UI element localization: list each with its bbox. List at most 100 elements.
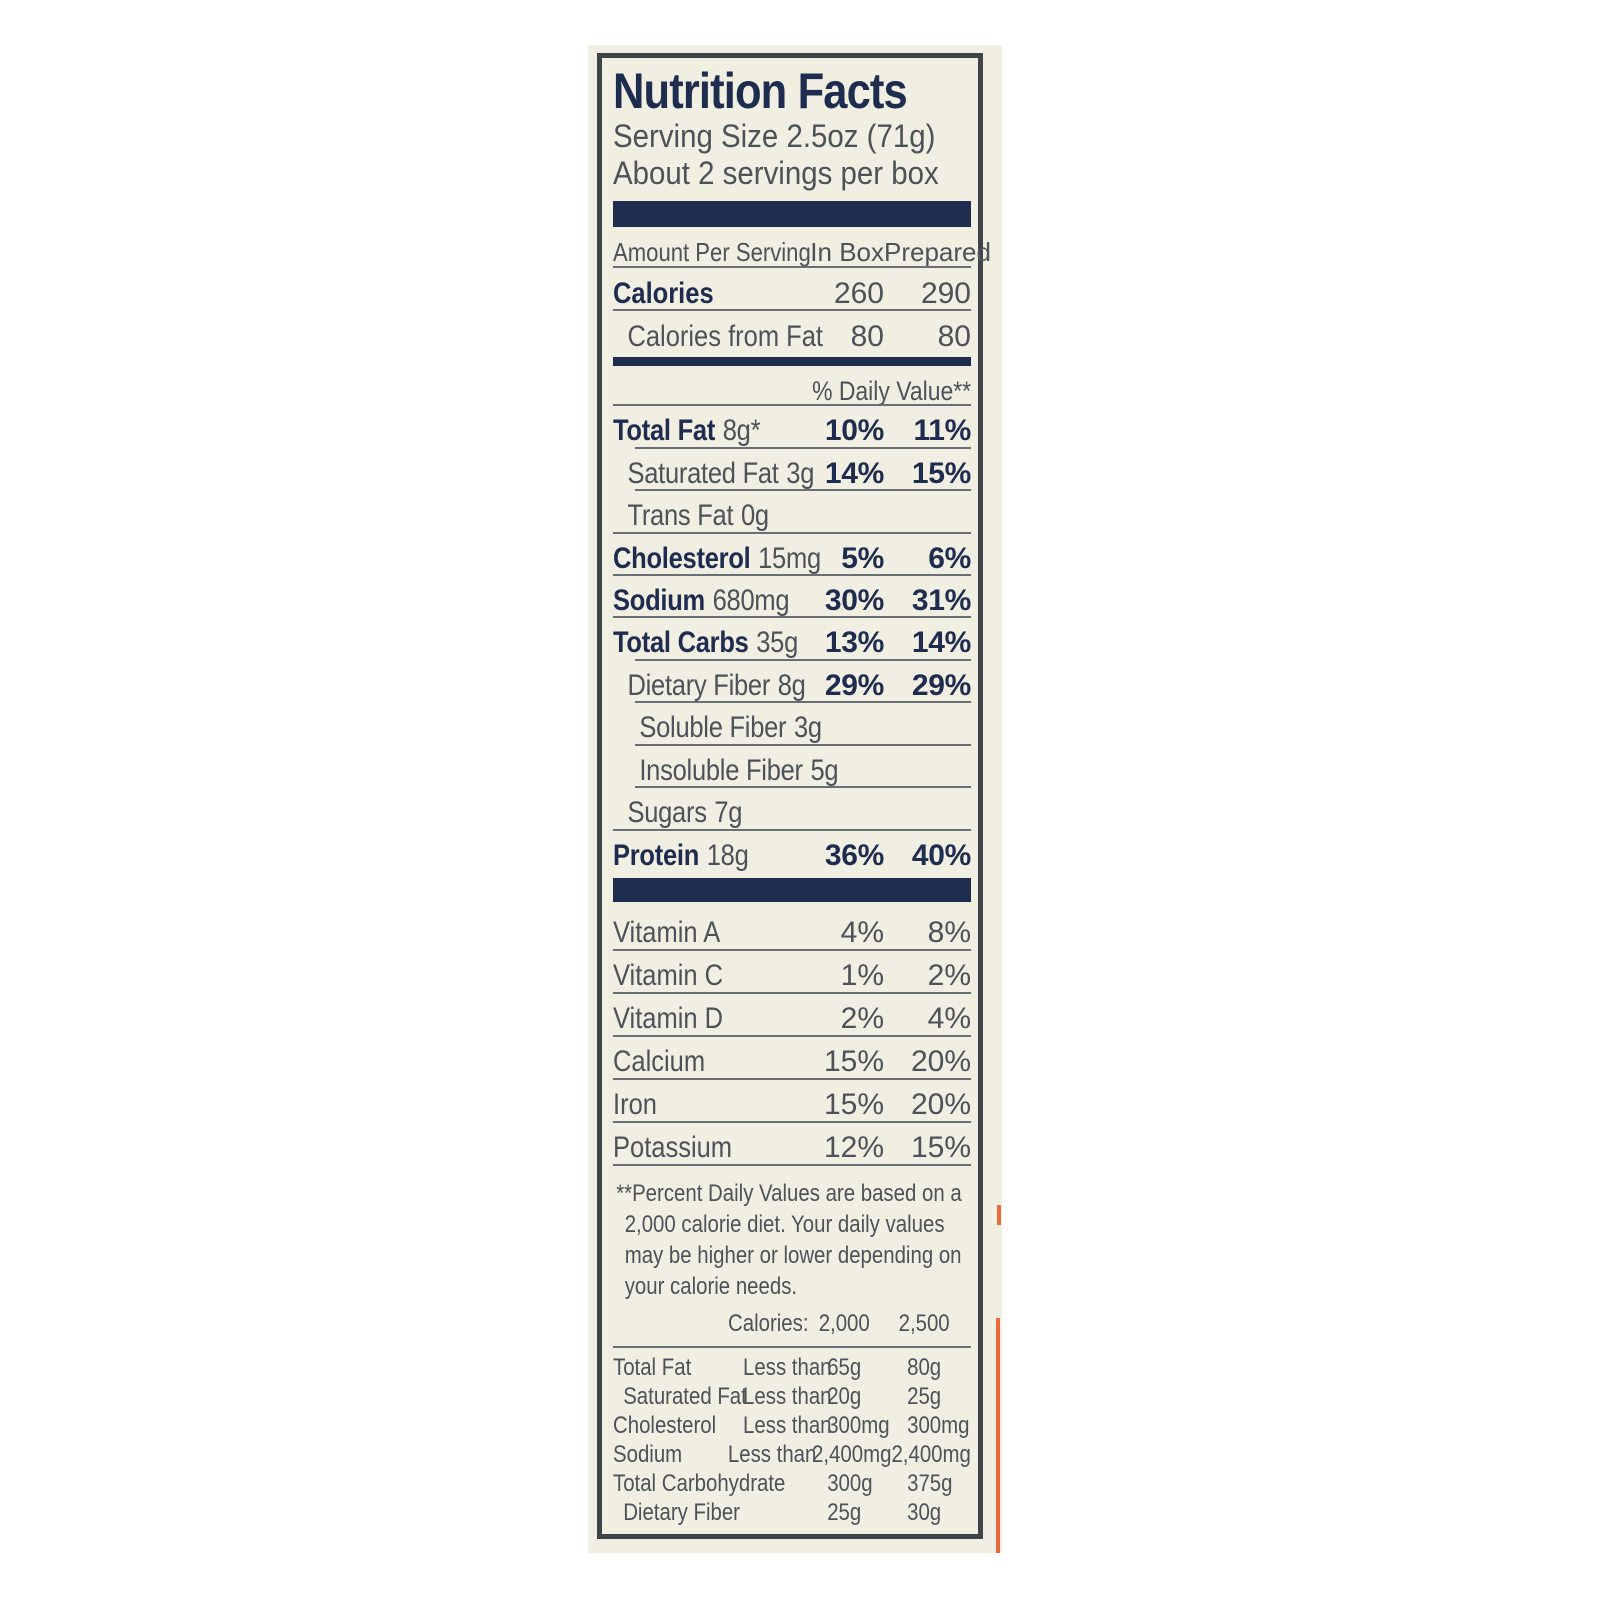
inbox-value: 1% [840, 959, 884, 992]
prepared-value: 4% [927, 1002, 971, 1035]
nutrient-amount: 8g* [722, 414, 761, 448]
vitamin-name: Potassium [613, 1131, 733, 1164]
nutrient-name: Dietary Fiber [627, 668, 771, 702]
nutrient-name: Saturated Fat [627, 456, 779, 490]
calories-prepared-value: 290 [920, 276, 971, 310]
inbox-value: 13% [824, 626, 884, 660]
ref-row-total-carbohydrate: Total Carbohydrate 300g 375g [613, 1470, 971, 1499]
nutrient-name: Soluble Fiber [639, 711, 787, 745]
row-iron: Iron 15% 20% [613, 1080, 971, 1123]
inbox-value: 15% [823, 1045, 884, 1078]
divider-bar-thin [613, 356, 971, 367]
column-header-row: Amount Per Serving In Box Prepared [613, 227, 991, 268]
ref-name: Total Carbohydrate [613, 1470, 786, 1497]
in-box-column-header: In Box [810, 236, 884, 267]
inbox-value: 10% [824, 414, 884, 448]
nutrient-name: Sodium [613, 584, 705, 618]
nutrient-amount: 18g [706, 838, 749, 872]
calories-from-fat-prepared-value: 80 [937, 320, 971, 354]
prepared-value: 29% [911, 668, 971, 702]
row-cholesterol: Cholesterol 15mg 5% 6% [613, 534, 971, 577]
daily-value-header-row: % Daily Value** [613, 368, 971, 407]
inbox-value: 5% [841, 541, 884, 575]
ref-2000-value: 65g [827, 1354, 862, 1381]
ref-name: Cholesterol [613, 1412, 717, 1439]
ref-2000-value: 300g [827, 1470, 873, 1497]
ref-row-sodium: Sodium Less than 2,400mg 2,400mg [613, 1441, 971, 1470]
reference-body: Total Fat Less than 65g 80g Saturated Fa… [613, 1354, 971, 1528]
calories-row: Calories 260 290 [613, 268, 971, 312]
inbox-value: 2% [840, 1002, 884, 1035]
inbox-value: 14% [824, 456, 884, 490]
ref-qualifier: Less than [743, 1412, 832, 1439]
ref-2500-value: 30g [907, 1499, 942, 1526]
nutrient-amount: 3g [786, 456, 815, 490]
row-sodium: Sodium 680mg 30% 31% [613, 576, 971, 619]
ref-row-dietary-fiber: Dietary Fiber 25g 30g [613, 1499, 971, 1528]
prepared-value: 15% [910, 1131, 971, 1164]
row-vitamin-d: Vitamin D 2% 4% [613, 994, 971, 1037]
calories-label: Calories [613, 276, 714, 310]
row-trans-fat: Trans Fat 0g [613, 491, 971, 535]
nutrient-name: Total Fat [613, 414, 716, 448]
inbox-value: 15% [823, 1088, 884, 1121]
nutrient-amount: 680mg [712, 584, 790, 618]
ref-2000-value: 300mg [827, 1412, 890, 1439]
nutrient-amount: 8g [777, 668, 806, 702]
nutrient-name: Sugars [627, 796, 707, 830]
nutrient-name: Protein [613, 838, 700, 872]
ref-row-cholesterol: Cholesterol Less than 300mg 300mg [613, 1412, 971, 1441]
nutrition-facts-label: Nutrition Facts Serving Size 2.5oz (71g)… [588, 45, 1002, 1553]
nutrient-amount: 3g [793, 711, 822, 745]
daily-values-footnote: **Percent Daily Values are based on a 2,… [616, 1180, 962, 1300]
reference-2500-header: 2,500 [898, 1310, 950, 1337]
divider-bar-thick-top [613, 201, 971, 227]
row-total-fat: Total Fat 8g* 10% 11% [613, 406, 971, 450]
row-vitamin-c: Vitamin C 1% 2% [613, 951, 971, 994]
prepared-value: 20% [910, 1045, 971, 1078]
prepared-value: 8% [927, 916, 971, 949]
row-soluble-fiber: Soluble Fiber 3g [613, 703, 971, 747]
inbox-value: 36% [824, 838, 884, 872]
nutrient-amount: 7g [714, 796, 743, 830]
prepared-value: 15% [911, 456, 971, 490]
nutrient-amount: 15mg [758, 541, 821, 575]
serving-size-text: Serving Size 2.5oz (71g) [613, 118, 936, 154]
divider-bar-thick-bottom [613, 878, 971, 902]
servings-per-box-text: About 2 servings per box [613, 155, 939, 191]
ref-row-total-fat: Total Fat Less than 65g 80g [613, 1354, 971, 1383]
reference-header-row: Calories: 2,000 2,500 [613, 1306, 971, 1348]
row-insoluble-fiber: Insoluble Fiber 5g [613, 746, 971, 789]
prepared-value: 14% [911, 626, 971, 660]
calories-from-fat-row: Calories from Fat 80 80 [613, 311, 971, 354]
label-border-box: Nutrition Facts Serving Size 2.5oz (71g)… [597, 53, 991, 1539]
ref-2500-value: 2,400mg [891, 1441, 971, 1468]
reference-calories-label: Calories: [728, 1310, 809, 1337]
nutrient-amount: 0g [740, 499, 769, 533]
row-saturated-fat: Saturated Fat 3g 14% 15% [613, 449, 971, 492]
ref-name: Saturated Fat [623, 1383, 747, 1410]
ref-name: Dietary Fiber [623, 1499, 740, 1526]
ref-name: Total Fat [613, 1354, 692, 1381]
vitamin-name: Vitamin D [613, 1002, 724, 1035]
ref-name: Sodium [613, 1441, 683, 1468]
calories-from-fat-label: Calories from Fat [627, 320, 824, 354]
ref-2000-value: 2,400mg [812, 1441, 892, 1468]
vitamin-name: Iron [613, 1088, 657, 1121]
reference-2000-header: 2,000 [818, 1310, 870, 1337]
daily-value-header: % Daily Value** [811, 376, 971, 407]
row-sugars: Sugars 7g [613, 788, 971, 832]
box-edge-orange-dash [997, 1205, 1001, 1225]
ref-2500-value: 80g [907, 1354, 942, 1381]
prepared-value: 20% [910, 1088, 971, 1121]
ref-2500-value: 375g [907, 1470, 953, 1497]
nutrient-amount: 5g [810, 753, 839, 787]
inbox-value: 12% [823, 1131, 884, 1164]
ref-2000-value: 25g [827, 1499, 862, 1526]
nutrient-name: Cholesterol [613, 541, 751, 575]
nutrition-facts-title: Nutrition Facts [613, 63, 908, 119]
vitamin-name: Calcium [613, 1045, 706, 1078]
row-vitamin-a: Vitamin A 4% 8% [613, 908, 971, 951]
vitamin-name: Vitamin C [613, 959, 724, 992]
nutrient-name: Trans Fat [627, 499, 734, 533]
